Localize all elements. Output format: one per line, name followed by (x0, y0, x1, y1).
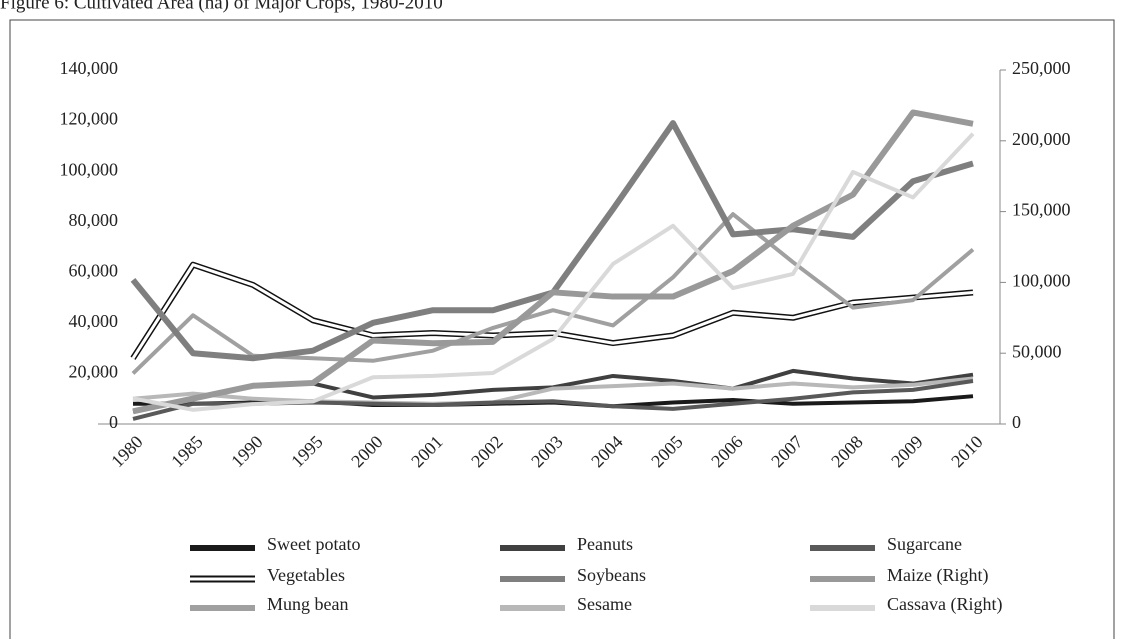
legend-label: Peanuts (577, 534, 633, 554)
y2-tick-label: 200,000 (1012, 129, 1071, 149)
series-line (132, 132, 975, 412)
y-tick-label: 60,000 (69, 260, 119, 280)
x-tick-label: 2010 (947, 432, 987, 472)
x-tick-label: 2009 (887, 432, 927, 472)
series-line (132, 109, 974, 415)
chart-title: Figure 6: Cultivated Area (ha) of Major … (0, 0, 443, 13)
legend-label: Mung bean (267, 594, 348, 614)
x-tick-label: 2002 (467, 432, 507, 472)
legend-label: Maize (Right) (887, 565, 988, 586)
legend-label: Soybeans (577, 565, 646, 585)
y-tick-label: 140,000 (60, 58, 119, 78)
series-line (132, 376, 974, 406)
x-tick-label: 2004 (587, 432, 627, 472)
y-tick-label: 80,000 (69, 210, 119, 230)
chart-border (9, 19, 1115, 639)
x-tick-label: 1980 (107, 432, 147, 472)
y-tick-label: 20,000 (69, 362, 119, 382)
legend-label: Cassava (Right) (887, 594, 1002, 615)
x-tick-label: 2005 (647, 432, 687, 472)
y2-tick-label: 100,000 (1012, 271, 1071, 291)
x-tick-label: 2006 (707, 432, 747, 472)
y-tick-label: 120,000 (60, 109, 119, 129)
y2-tick-label: 50,000 (1012, 341, 1062, 361)
x-tick-label: 2003 (527, 432, 567, 472)
series-line (130, 120, 974, 362)
x-tick-label: 1990 (227, 432, 267, 472)
x-tick-label: 2008 (827, 432, 867, 472)
legend-label: Sugarcane (887, 534, 962, 554)
series-line (131, 263, 974, 360)
legend-label: Sweet potato (267, 534, 360, 554)
x-tick-label: 2000 (347, 432, 387, 472)
y2-tick-label: 150,000 (1012, 200, 1071, 220)
legend-label: Sesame (577, 594, 632, 614)
y-tick-label: 0 (109, 412, 118, 432)
y-tick-label: 100,000 (60, 159, 119, 179)
legend-label: Vegetables (267, 565, 345, 585)
x-tick-label: 2007 (767, 432, 807, 472)
x-tick-label: 1985 (167, 432, 207, 472)
y2-tick-label: 250,000 (1012, 58, 1071, 78)
y2-tick-label: 0 (1012, 412, 1021, 432)
x-tick-label: 2001 (407, 432, 447, 472)
x-tick-label: 1995 (287, 432, 327, 472)
y-tick-label: 40,000 (69, 311, 119, 331)
